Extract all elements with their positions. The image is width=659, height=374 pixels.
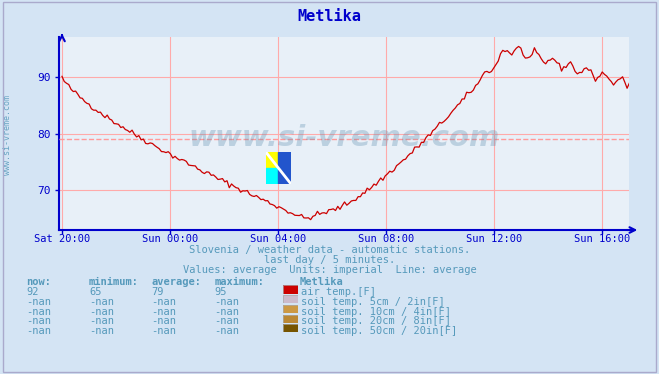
Bar bbox=[266, 152, 278, 168]
Text: -nan: -nan bbox=[89, 316, 114, 327]
Text: -nan: -nan bbox=[89, 297, 114, 307]
Text: 79: 79 bbox=[152, 287, 164, 297]
Text: maximum:: maximum: bbox=[214, 277, 264, 287]
Bar bbox=[266, 168, 278, 184]
Text: -nan: -nan bbox=[26, 307, 51, 317]
Text: 95: 95 bbox=[214, 287, 227, 297]
Text: soil temp. 10cm / 4in[F]: soil temp. 10cm / 4in[F] bbox=[301, 307, 451, 317]
Text: -nan: -nan bbox=[89, 326, 114, 336]
Text: -nan: -nan bbox=[26, 316, 51, 327]
Text: minimum:: minimum: bbox=[89, 277, 139, 287]
Text: Slovenia / weather data - automatic stations.: Slovenia / weather data - automatic stat… bbox=[189, 245, 470, 255]
Text: www.si-vreme.com: www.si-vreme.com bbox=[3, 95, 13, 175]
Bar bbox=[278, 152, 291, 184]
Text: -nan: -nan bbox=[26, 326, 51, 336]
Text: -nan: -nan bbox=[214, 297, 239, 307]
Text: soil temp. 50cm / 20in[F]: soil temp. 50cm / 20in[F] bbox=[301, 326, 457, 336]
Text: -nan: -nan bbox=[214, 307, 239, 317]
Text: Metlika: Metlika bbox=[300, 277, 343, 287]
Text: last day / 5 minutes.: last day / 5 minutes. bbox=[264, 255, 395, 265]
Text: 65: 65 bbox=[89, 287, 101, 297]
Text: Sun 16:00: Sun 16:00 bbox=[574, 234, 631, 244]
Text: -nan: -nan bbox=[89, 307, 114, 317]
Text: Values: average  Units: imperial  Line: average: Values: average Units: imperial Line: av… bbox=[183, 265, 476, 275]
Text: Metlika: Metlika bbox=[298, 9, 361, 24]
Text: Sun 00:00: Sun 00:00 bbox=[142, 234, 198, 244]
Text: Sun 12:00: Sun 12:00 bbox=[466, 234, 523, 244]
Text: -nan: -nan bbox=[214, 316, 239, 327]
Text: -nan: -nan bbox=[152, 326, 177, 336]
Text: Sun 08:00: Sun 08:00 bbox=[358, 234, 415, 244]
Text: average:: average: bbox=[152, 277, 202, 287]
Text: -nan: -nan bbox=[26, 297, 51, 307]
Text: www.si-vreme.com: www.si-vreme.com bbox=[188, 123, 500, 151]
Text: -nan: -nan bbox=[152, 307, 177, 317]
Text: air temp.[F]: air temp.[F] bbox=[301, 287, 376, 297]
Text: Sat 20:00: Sat 20:00 bbox=[34, 234, 90, 244]
Text: -nan: -nan bbox=[152, 297, 177, 307]
Text: now:: now: bbox=[26, 277, 51, 287]
Text: -nan: -nan bbox=[152, 316, 177, 327]
Text: 92: 92 bbox=[26, 287, 39, 297]
Text: soil temp. 20cm / 8in[F]: soil temp. 20cm / 8in[F] bbox=[301, 316, 451, 327]
Text: Sun 04:00: Sun 04:00 bbox=[250, 234, 306, 244]
Text: soil temp. 5cm / 2in[F]: soil temp. 5cm / 2in[F] bbox=[301, 297, 445, 307]
Text: -nan: -nan bbox=[214, 326, 239, 336]
